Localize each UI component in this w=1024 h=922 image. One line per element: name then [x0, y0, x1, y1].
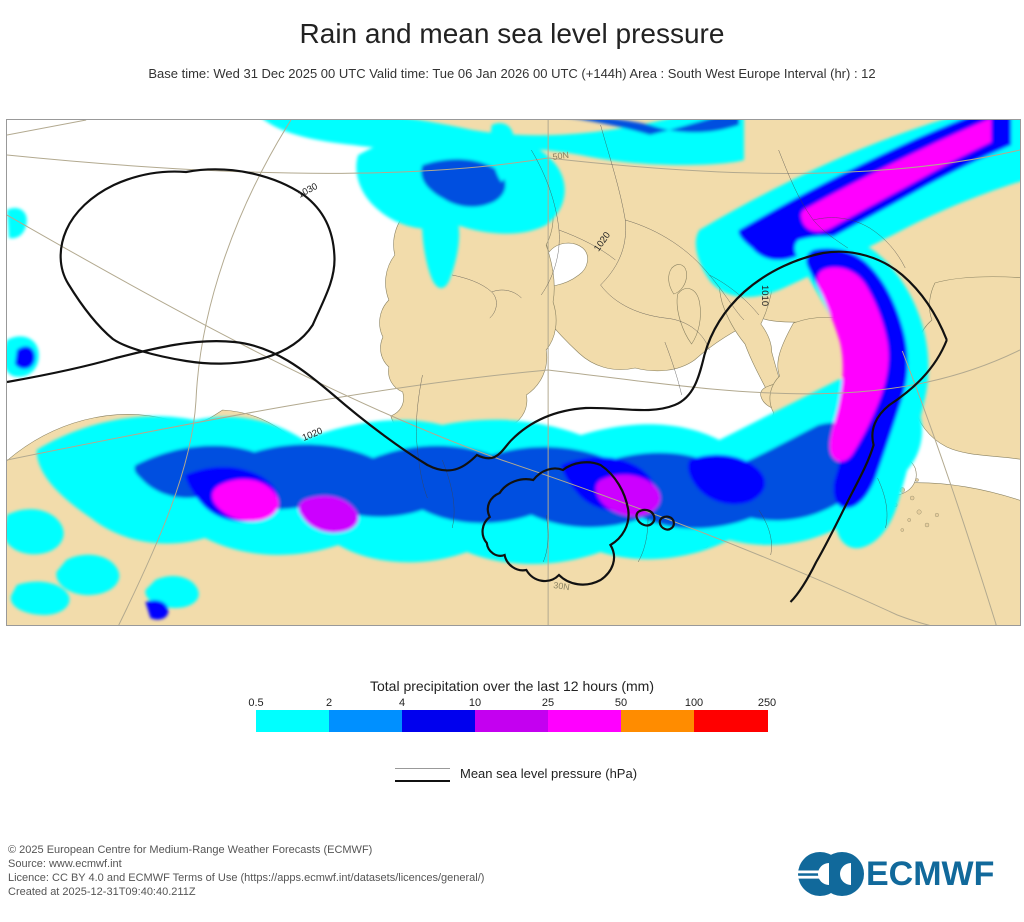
svg-text:ECMWF: ECMWF: [866, 855, 994, 893]
svg-text:1010: 1010: [759, 285, 770, 306]
